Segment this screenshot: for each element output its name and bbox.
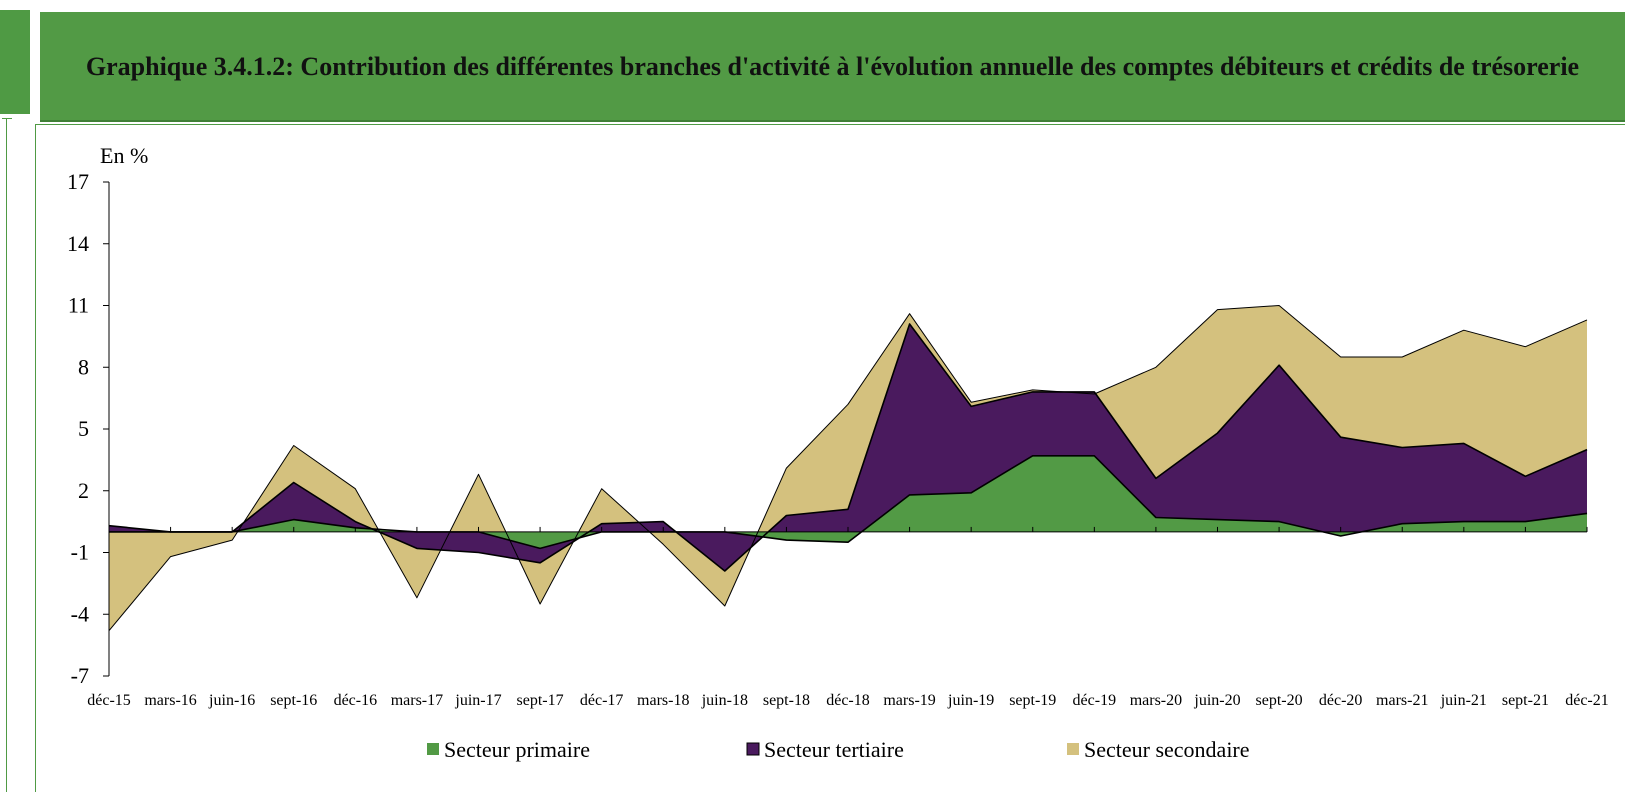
area-secteur-tertiaire xyxy=(109,324,1587,571)
legend-swatch-secteur-secondaire xyxy=(1067,743,1079,755)
x-tick-label: sept-19 xyxy=(1009,692,1056,709)
x-tick-label: sept-20 xyxy=(1256,692,1303,709)
legend-swatch-secteur-tertiaire xyxy=(746,742,760,756)
x-tick-label: déc-21 xyxy=(1565,692,1609,709)
x-tick-label: mars-16 xyxy=(144,692,196,709)
y-tick-label: 5 xyxy=(78,416,89,441)
chart-title: Graphique 3.4.1.2: Contribution des diff… xyxy=(85,51,1580,81)
x-tick-label: juin-18 xyxy=(701,692,748,709)
chart-frame xyxy=(35,124,1625,792)
y-tick-label: -4 xyxy=(71,601,89,626)
x-tick-label: sept-18 xyxy=(763,692,810,709)
x-tick-label: déc-18 xyxy=(826,692,870,709)
x-tick-label: déc-17 xyxy=(580,692,624,709)
x-tick-label: juin-21 xyxy=(1440,692,1487,709)
side-rule xyxy=(6,118,7,792)
line-secteur-tertiaire xyxy=(108,323,1588,572)
y-tick-label: 8 xyxy=(78,354,89,379)
x-tick-label: déc-15 xyxy=(87,692,131,709)
y-tick-label: 2 xyxy=(78,478,89,503)
y-tick-label: 11 xyxy=(68,293,89,318)
x-tick-label: juin-17 xyxy=(454,692,501,709)
x-tick-label: mars-18 xyxy=(637,692,689,709)
y-tick-label: -7 xyxy=(71,663,89,688)
x-tick-label: juin-19 xyxy=(947,692,994,709)
line-secteur-secondaire xyxy=(108,305,1588,632)
legend-label-secteur-tertiaire: Secteur tertiaire xyxy=(764,737,904,762)
legend-label-secteur-secondaire: Secteur secondaire xyxy=(1084,737,1250,762)
legend-label-secteur-primaire: Secteur primaire xyxy=(444,737,590,762)
x-tick-label: mars-19 xyxy=(883,692,935,709)
x-tick-label: déc-19 xyxy=(1073,692,1117,709)
y-tick-label: 17 xyxy=(67,169,89,194)
side-tab xyxy=(0,10,30,114)
x-tick-label: déc-20 xyxy=(1319,692,1363,709)
x-tick-label: sept-21 xyxy=(1502,692,1549,709)
y-tick-label: -1 xyxy=(71,540,89,565)
area-secteur-primaire xyxy=(109,455,1587,549)
x-tick-label: déc-16 xyxy=(334,692,378,709)
side-rule-tick xyxy=(2,118,12,119)
x-tick-label: sept-16 xyxy=(270,692,317,709)
x-tick-label: juin-16 xyxy=(208,692,255,709)
legend-swatch-secteur-primaire xyxy=(427,743,439,755)
x-tick-label: mars-17 xyxy=(391,692,443,709)
area-secteur-secondaire xyxy=(109,305,1587,631)
x-tick-label: mars-21 xyxy=(1376,692,1428,709)
y-axis-label: En % xyxy=(100,143,148,168)
x-tick-label: sept-17 xyxy=(517,692,564,709)
x-tick-label: juin-20 xyxy=(1193,692,1240,709)
x-tick-label: mars-20 xyxy=(1130,692,1182,709)
chart-title-banner: Graphique 3.4.1.2: Contribution des diff… xyxy=(40,12,1625,122)
y-tick-label: 14 xyxy=(67,231,89,256)
